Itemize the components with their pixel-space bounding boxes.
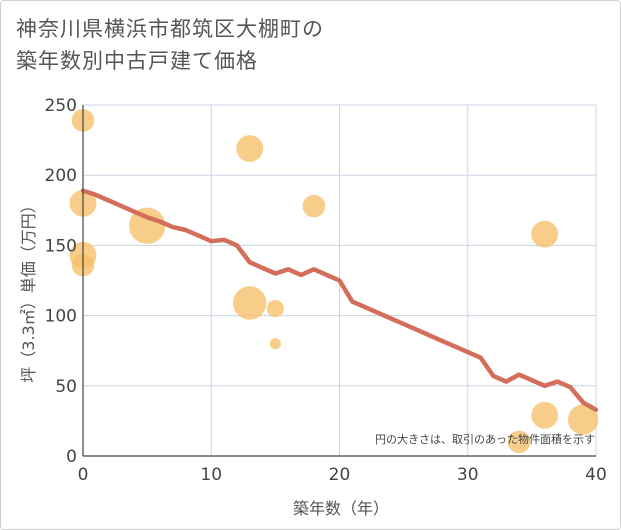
bubbles bbox=[69, 109, 599, 454]
data-bubble bbox=[302, 194, 326, 218]
bubble-size-note: 円の大きさは、取引のあった物件面積を示す bbox=[375, 432, 595, 446]
x-tick-label: 40 bbox=[585, 465, 607, 485]
grid-lines bbox=[82, 104, 597, 457]
y-tick-label: 250 bbox=[45, 96, 77, 116]
x-tick-label: 20 bbox=[329, 465, 351, 485]
data-bubble bbox=[266, 299, 284, 318]
chart-title-line-1: 神奈川県横浜市都筑区大棚町の bbox=[16, 17, 324, 41]
x-tick-label: 10 bbox=[200, 465, 222, 485]
data-bubble bbox=[128, 207, 166, 244]
y-tick-label: 100 bbox=[45, 307, 77, 327]
trend-series bbox=[80, 188, 599, 412]
trend-line bbox=[80, 188, 599, 412]
x-tick-label: 30 bbox=[457, 465, 479, 485]
data-bubble bbox=[507, 430, 531, 454]
axes: 0 10 20 30 40 0 50 100 150 200 250 bbox=[45, 96, 607, 485]
chart-title: 神奈川県横浜市都筑区大棚町の 築年数別中古戸建て価格 bbox=[16, 13, 324, 77]
data-bubble bbox=[531, 220, 559, 248]
x-axis-title: 築年数（年） bbox=[293, 499, 389, 518]
y-tick-label: 200 bbox=[45, 166, 77, 186]
y-tick-label: 50 bbox=[55, 377, 77, 397]
y-tick-label: 0 bbox=[66, 447, 77, 467]
data-bubble bbox=[531, 401, 559, 429]
x-tick-label: 0 bbox=[78, 465, 89, 485]
y-tick-label: 150 bbox=[45, 236, 77, 256]
data-bubble bbox=[567, 404, 599, 435]
y-axis-title: 坪（3.3㎡）単価（万円） bbox=[19, 197, 38, 382]
data-bubble bbox=[269, 338, 281, 350]
data-bubble bbox=[236, 135, 264, 162]
data-bubble bbox=[232, 286, 267, 320]
chart-title-line-2: 築年数別中古戸建て価格 bbox=[16, 49, 258, 73]
